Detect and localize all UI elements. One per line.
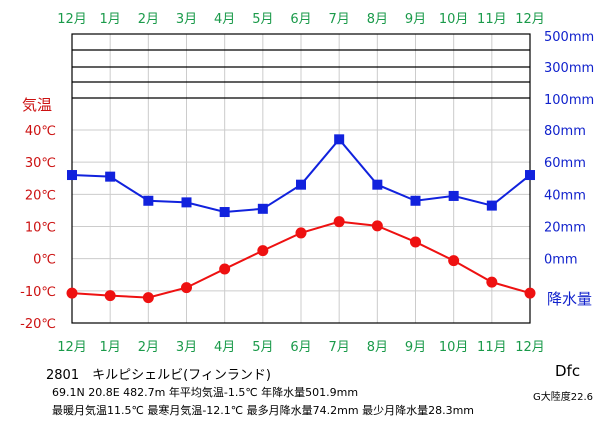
month-label-top: 6月: [290, 12, 311, 27]
temperature-point: [219, 263, 231, 275]
temperature-tick-label: -10℃: [20, 285, 56, 300]
station-id-name: 2801 キルピシェルビ(フィンランド): [46, 368, 271, 383]
precipitation-axis-ticks: 80mm 60mm 40mm 20mm 0mm 500mm 300mm 100mm: [544, 30, 594, 268]
temperature-point: [333, 216, 345, 228]
temperature-point: [66, 287, 78, 299]
temperature-point: [371, 220, 383, 232]
month-label-top: 10月: [439, 12, 469, 27]
precipitation-point: [143, 195, 154, 206]
precipitation-point: [410, 195, 421, 206]
month-labels-bottom: 12月 1月 2月 3月 4月 5月 6月 7月 8月 9月 10月 11月 12月: [57, 340, 545, 355]
month-label-top: 8月: [367, 12, 388, 27]
temperature-point: [448, 255, 460, 267]
month-label-bottom: 1月: [100, 340, 121, 355]
month-label-bottom: 7月: [329, 340, 350, 355]
temperature-tick-label: 0℃: [33, 253, 56, 268]
month-label-top: 2月: [138, 12, 159, 27]
station-coords: 69.1N 20.8E 482.7m 年平均気温-1.5℃ 年降水量501.9m…: [52, 386, 359, 399]
month-label-top: 12月: [57, 12, 87, 27]
month-label-bottom: 3月: [176, 340, 197, 355]
temperature-tick-label: 10℃: [25, 221, 56, 236]
temperature-tick-label: -20℃: [20, 317, 56, 332]
month-label-top: 11月: [477, 12, 507, 27]
month-label-bottom: 5月: [252, 340, 273, 355]
temperature-point: [104, 290, 116, 302]
temperature-point: [486, 276, 498, 288]
precipitation-point: [67, 170, 77, 181]
month-label-top: 9月: [405, 12, 426, 27]
temperature-point: [181, 282, 192, 294]
month-labels-top: 12月 1月 2月 3月 4月 5月 6月 7月 8月 9月 10月 11月 12月: [57, 12, 545, 27]
climate-class: Dfc: [555, 362, 581, 380]
temperature-tick-label: 30℃: [25, 156, 56, 171]
month-label-bottom: 12月: [57, 340, 87, 355]
precipitation-tick-label: 0mm: [544, 253, 578, 268]
temperature-axis-ticks: 40℃ 30℃ 20℃ 10℃ 0℃ -10℃ -20℃: [20, 124, 56, 332]
precipitation-tick-label: 40mm: [544, 188, 586, 203]
data-series: [66, 134, 536, 304]
month-label-bottom: 6月: [290, 340, 311, 355]
precipitation-point: [296, 179, 306, 190]
precipitation-point: [105, 171, 116, 182]
month-label-bottom: 12月: [515, 340, 545, 355]
temperature-point: [410, 236, 421, 248]
month-label-bottom: 8月: [367, 340, 388, 355]
temperature-tick-label: 40℃: [25, 124, 56, 139]
month-label-top: 4月: [214, 12, 235, 27]
month-label-bottom: 9月: [405, 340, 426, 355]
precipitation-point: [219, 207, 230, 218]
precipitation-point: [486, 200, 497, 211]
precipitation-axis-title: 降水量: [547, 290, 592, 308]
month-label-bottom: 2月: [138, 340, 159, 355]
month-label-bottom: 10月: [439, 340, 469, 355]
continentality-index: G大陸度22.6: [533, 392, 594, 403]
temperature-point: [524, 287, 536, 299]
precipitation-tick-label: 20mm: [544, 221, 586, 236]
grid-lines: [71, 33, 531, 324]
precipitation-point: [334, 134, 345, 145]
temperature-point: [142, 292, 154, 304]
precipitation-point: [525, 170, 535, 181]
precipitation-upper-tick-label: 500mm: [544, 30, 594, 45]
temperature-point: [257, 245, 269, 257]
precipitation-tick-label: 60mm: [544, 156, 586, 171]
temperature-axis-title: 気温: [22, 96, 52, 114]
month-label-top: 12月: [515, 12, 545, 27]
month-label-top: 3月: [176, 12, 197, 27]
precipitation-point: [181, 197, 192, 208]
precipitation-point: [257, 203, 268, 214]
temperature-tick-label: 20℃: [25, 188, 56, 203]
precipitation-upper-tick-label: 100mm: [544, 93, 594, 108]
precipitation-tick-label: 80mm: [544, 124, 586, 139]
month-label-top: 1月: [100, 12, 121, 27]
month-label-bottom: 11月: [477, 340, 507, 355]
month-label-bottom: 4月: [214, 340, 235, 355]
precipitation-point: [372, 179, 383, 190]
month-label-top: 5月: [252, 12, 273, 27]
temperature-point: [295, 227, 307, 239]
station-extremes: 最暖月気温11.5℃ 最寒月気温-12.1℃ 最多月降水量74.2mm 最少月降…: [52, 404, 474, 417]
month-label-top: 7月: [329, 12, 350, 27]
precipitation-upper-tick-label: 300mm: [544, 61, 594, 76]
precipitation-point: [448, 190, 459, 201]
